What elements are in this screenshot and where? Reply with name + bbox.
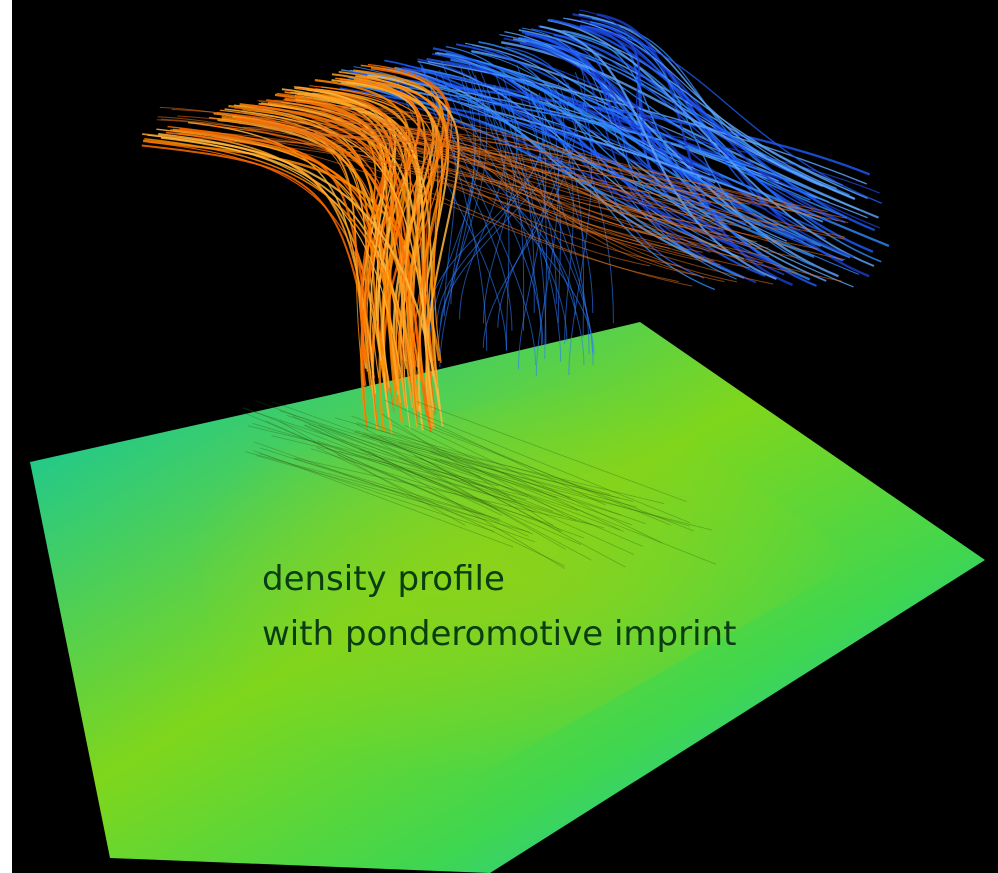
annotation-line: density profile [262,559,505,599]
annotation-line: with ponderomotive imprint [262,614,736,654]
visualization: density profile with ponderomotive impri… [0,0,998,873]
page: density profile with ponderomotive impri… [0,0,998,873]
